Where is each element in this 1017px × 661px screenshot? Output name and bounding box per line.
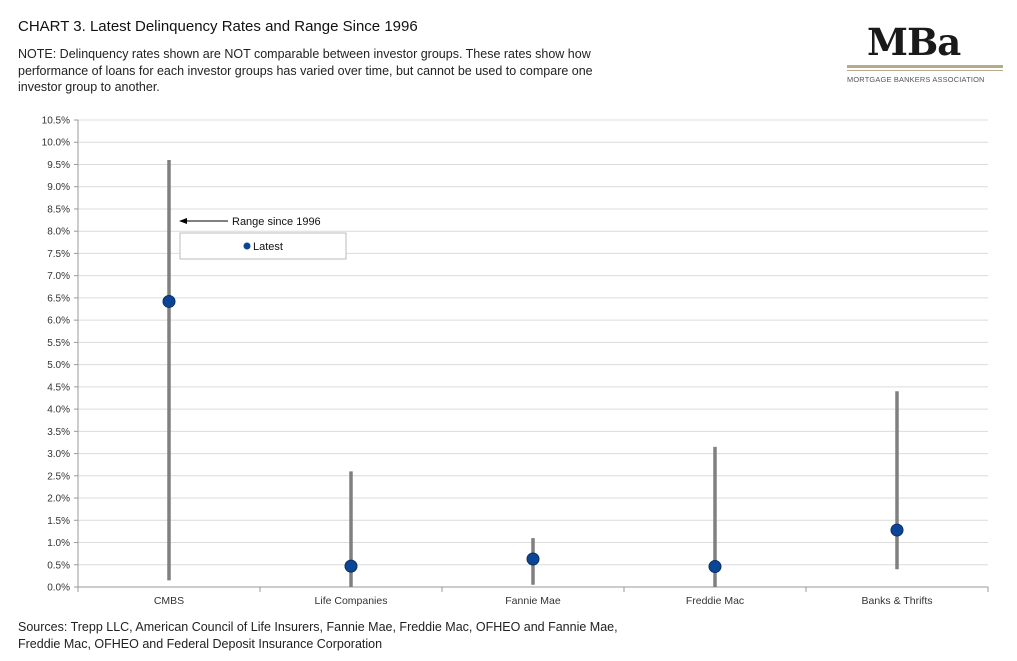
legend-point-marker [243,242,251,250]
logo-rule-thin [847,70,1003,71]
y-tick-label: 0.0% [47,583,70,594]
y-tick-label: 0.5% [47,560,70,571]
latest-point [708,560,722,574]
y-tick-label: 4.0% [47,405,70,416]
y-tick-label: 2.0% [47,494,70,505]
legend-range-label: Range since 1996 [232,216,321,228]
logo-rule [847,65,1003,68]
y-tick-label: 8.0% [47,227,70,238]
y-tick-label: 4.5% [47,382,70,393]
y-tick-label: 1.0% [47,538,70,549]
chart-note: NOTE: Delinquency rates shown are NOT co… [18,47,593,94]
y-tick-label: 5.5% [47,338,70,349]
logo-subtitle: MORTGAGE BANKERS ASSOCIATION [847,75,985,84]
y-tick-label: 5.0% [47,360,70,371]
y-tick-label: 3.0% [47,449,70,460]
latest-point [890,523,904,537]
x-tick-label: Life Companies [315,595,388,607]
y-tick-labels: 0.0% 0.5% 1.0% 1.5% 2.0% 2.5% 3.0% 3.5% 4.0% 4.5%… [42,116,70,594]
x-tick-labels: CMBS Life Companies Fannie Mae Freddie Mac B… [154,595,933,607]
y-tick-label: 8.5% [47,204,70,215]
x-tick-label: CMBS [154,595,184,607]
legend-arrow-head [179,218,187,224]
y-tick-label: 7.5% [47,249,70,260]
mba-logo: MBa MORTGAGE BANKERS ASSOCIATION [847,22,1003,88]
x-tick-label: Freddie Mac [686,595,744,607]
y-tick-label: 6.0% [47,316,70,327]
logo-wordmark: MBa [867,20,961,64]
y-tick-label: 6.5% [47,293,70,304]
latest-point [162,294,176,308]
sources-note: Sources: Trepp LLC, American Council of … [18,620,618,651]
y-tick-label: 3.5% [47,427,70,438]
gridlines [78,119,988,566]
chart-title: CHART 3. Latest Delinquency Rates and Ra… [18,18,418,35]
legend-point-label: Latest [253,241,283,253]
delinquency-range-chart: 0.0% 0.5% 1.0% 1.5% 2.0% 2.5% 3.0% 3.5% 4.0% 4.5%… [42,116,989,607]
y-tick-label: 7.0% [47,271,70,282]
latest-points [162,294,904,574]
y-tick-label: 2.5% [47,471,70,482]
x-tick-label: Fannie Mae [505,595,561,607]
y-tick-label: 1.5% [47,516,70,527]
y-tick-label: 9.5% [47,160,70,171]
latest-point [526,552,540,566]
latest-point [344,559,358,573]
legend-box [179,232,347,260]
y-tick-label: 9.0% [47,182,70,193]
legend: Range since 1996 Latest [179,216,347,260]
y-tick-label: 10.5% [42,116,70,127]
axes [74,119,989,592]
x-tick-label: Banks & Thrifts [862,595,933,607]
y-tick-label: 10.0% [42,138,70,149]
